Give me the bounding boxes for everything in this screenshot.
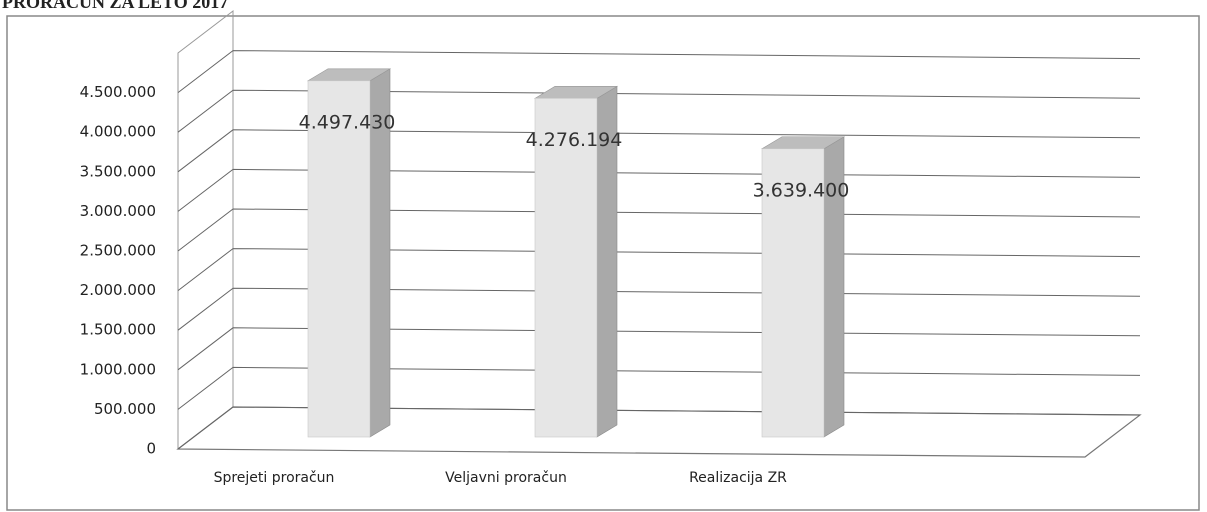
chart-frame bbox=[6, 15, 1200, 511]
x-tick-label: Realizacija ZR bbox=[689, 470, 787, 486]
y-tick-label: 500.000 bbox=[94, 400, 156, 418]
bar bbox=[534, 98, 598, 438]
value-label: 4.497.430 bbox=[299, 111, 396, 133]
bar bbox=[761, 148, 825, 438]
grid-line bbox=[177, 129, 1141, 173]
y-tick-label: 1.000.000 bbox=[80, 360, 156, 378]
value-label: 3.639.400 bbox=[753, 179, 850, 201]
x-tick-label: Veljavni proračun bbox=[445, 470, 567, 486]
value-label: 4.276.194 bbox=[526, 129, 623, 151]
bar bbox=[307, 80, 371, 438]
y-tick-label: 4.000.000 bbox=[80, 123, 156, 141]
chart-title: PRORAČUN ZA LETO 2017 bbox=[2, 0, 228, 12]
y-tick-label: 3.000.000 bbox=[80, 202, 156, 220]
x-tick-label: Sprejeti proračun bbox=[214, 470, 335, 486]
y-tick-label: 2.000.000 bbox=[80, 281, 156, 299]
y-tick-label: 4.500.000 bbox=[80, 83, 156, 101]
grid-line bbox=[177, 89, 1141, 133]
y-tick-label: 2.500.000 bbox=[80, 242, 156, 260]
y-tick-label: 1.500.000 bbox=[80, 321, 156, 339]
grid-line bbox=[177, 50, 1141, 93]
y-tick-label: 0 bbox=[146, 440, 156, 458]
y-tick-label: 3.500.000 bbox=[80, 162, 156, 180]
